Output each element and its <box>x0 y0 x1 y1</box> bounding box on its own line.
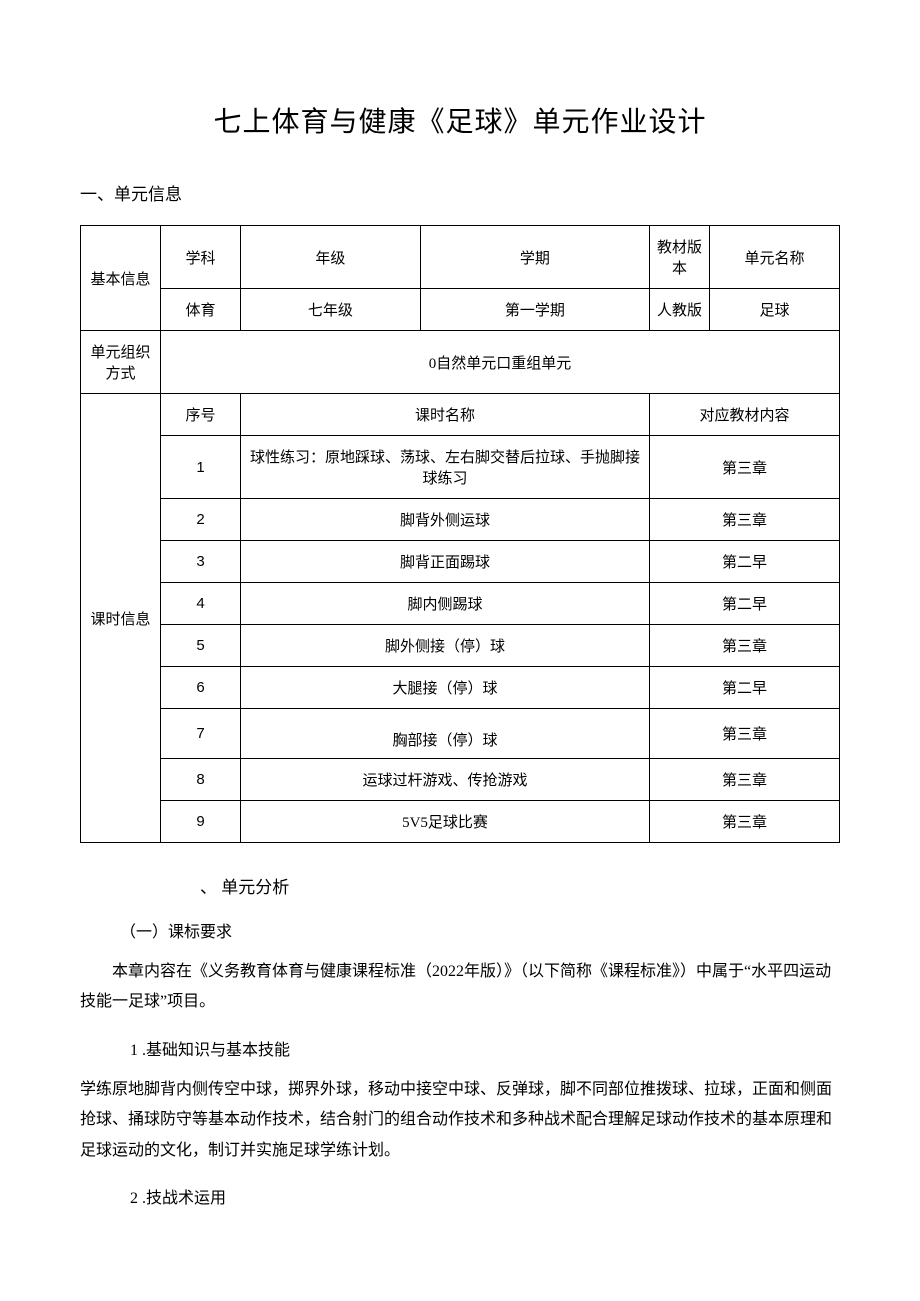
lesson-material: 第三章 <box>650 759 840 801</box>
data-version: 人教版 <box>650 289 710 331</box>
section1-heading: 一、单元信息 <box>80 180 840 205</box>
lesson-seq: 2 <box>161 499 241 541</box>
unit-info-table: 基本信息 学科 年级 学期 教材版本 单元名称 体育 七年级 第一学期 人教版 … <box>80 225 840 843</box>
header-unit-name: 单元名称 <box>710 226 840 289</box>
header-grade: 年级 <box>241 226 421 289</box>
lesson-material: 第三章 <box>650 801 840 843</box>
lesson-material: 第三章 <box>650 709 840 759</box>
item1-text: 学练原地脚背内侧传空中球，掷界外球，移动中接空中球、反弹球，脚不同部位推拨球、拉… <box>80 1075 840 1166</box>
item2-heading: 2 .技战术运用 <box>130 1184 840 1208</box>
lesson-header-seq: 序号 <box>161 394 241 436</box>
header-subject: 学科 <box>161 226 241 289</box>
table-row: 基本信息 学科 年级 学期 教材版本 单元名称 <box>81 226 840 289</box>
table-row: 体育 七年级 第一学期 人教版 足球 <box>81 289 840 331</box>
lesson-material: 第二早 <box>650 541 840 583</box>
lesson-name: 脚背正面踢球 <box>241 541 650 583</box>
sub1-heading: （一）课标要求 <box>120 918 840 942</box>
table-row: 课时信息 序号 课时名称 对应教材内容 <box>81 394 840 436</box>
lesson-name: 球性练习：原地踩球、荡球、左右脚交替后拉球、手抛脚接球练习 <box>241 436 650 499</box>
table-row: 1 球性练习：原地踩球、荡球、左右脚交替后拉球、手抛脚接球练习 第三章 <box>81 436 840 499</box>
table-row: 6 大腿接（停）球 第二早 <box>81 667 840 709</box>
table-row: 7 胸部接（停）球 第三章 <box>81 709 840 759</box>
lesson-seq: 6 <box>161 667 241 709</box>
lesson-name: 大腿接（停）球 <box>241 667 650 709</box>
table-row: 8 运球过杆游戏、传抢游戏 第三章 <box>81 759 840 801</box>
lesson-material: 第二早 <box>650 583 840 625</box>
lesson-header-material: 对应教材内容 <box>650 394 840 436</box>
lesson-header-name: 课时名称 <box>241 394 650 436</box>
org-label: 单元组织方式 <box>81 331 161 394</box>
lesson-material: 第三章 <box>650 499 840 541</box>
lesson-name: 脚背外侧运球 <box>241 499 650 541</box>
data-unit-name: 足球 <box>710 289 840 331</box>
lesson-seq: 7 <box>161 709 241 759</box>
section2-heading: 、 单元分析 <box>200 873 840 898</box>
lesson-seq: 3 <box>161 541 241 583</box>
table-row: 4 脚内侧踢球 第二早 <box>81 583 840 625</box>
lesson-material: 第三章 <box>650 625 840 667</box>
lesson-seq: 4 <box>161 583 241 625</box>
page-title: 七上体育与健康《足球》单元作业设计 <box>80 100 840 140</box>
lesson-seq: 8 <box>161 759 241 801</box>
header-version: 教材版本 <box>650 226 710 289</box>
org-value: 0自然单元口重组单元 <box>161 331 840 394</box>
table-row: 5 脚外侧接（停）球 第三章 <box>81 625 840 667</box>
basic-info-label: 基本信息 <box>81 226 161 331</box>
lesson-name: 5V5足球比赛 <box>241 801 650 843</box>
sub1-text: 本章内容在《义务教育体育与健康课程标准（2022年版）》（以下简称《课程标准》）… <box>80 957 840 1018</box>
lesson-name: 胸部接（停）球 <box>241 709 650 759</box>
data-subject: 体育 <box>161 289 241 331</box>
lesson-seq: 1 <box>161 436 241 499</box>
lesson-info-label: 课时信息 <box>81 394 161 843</box>
lesson-name: 脚外侧接（停）球 <box>241 625 650 667</box>
lesson-material: 第三章 <box>650 436 840 499</box>
data-semester: 第一学期 <box>420 289 649 331</box>
header-semester: 学期 <box>420 226 649 289</box>
item1-heading: 1 .基础知识与基本技能 <box>130 1036 840 1060</box>
table-row: 3 脚背正面踢球 第二早 <box>81 541 840 583</box>
data-grade: 七年级 <box>241 289 421 331</box>
table-row: 单元组织方式 0自然单元口重组单元 <box>81 331 840 394</box>
table-row: 9 5V5足球比赛 第三章 <box>81 801 840 843</box>
lesson-name: 运球过杆游戏、传抢游戏 <box>241 759 650 801</box>
lesson-name: 脚内侧踢球 <box>241 583 650 625</box>
table-row: 2 脚背外侧运球 第三章 <box>81 499 840 541</box>
lesson-material: 第二早 <box>650 667 840 709</box>
lesson-seq: 9 <box>161 801 241 843</box>
lesson-seq: 5 <box>161 625 241 667</box>
